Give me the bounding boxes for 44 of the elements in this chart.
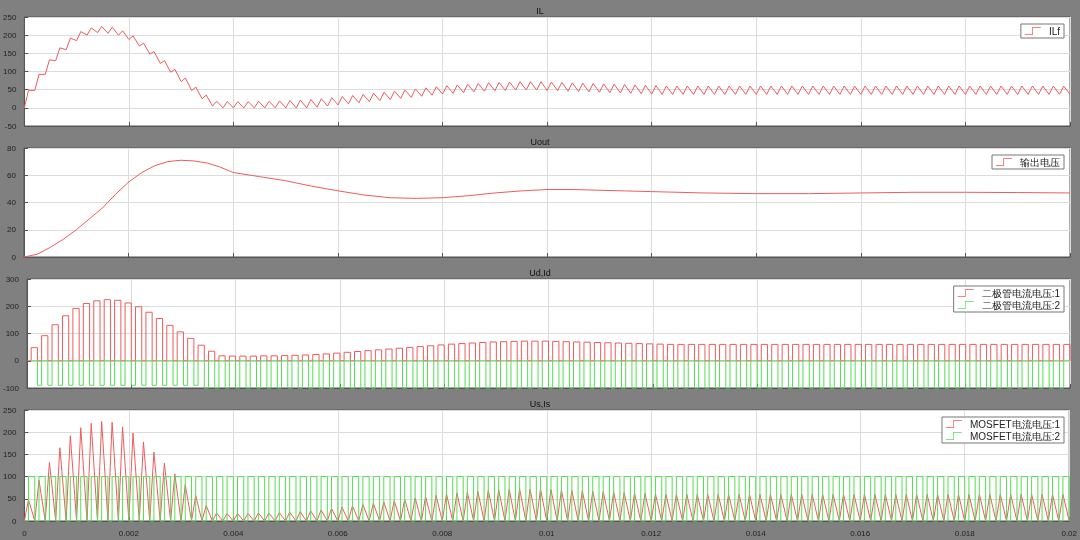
y-tick-label: 0 [14,356,20,366]
x-tick-label: 0.016 [850,528,871,538]
y-tick-label: 300 [5,274,20,284]
y-tick-label: 150 [2,449,17,459]
y-tick-label: 0 [11,516,17,526]
y-tick-label: -50 [4,121,17,131]
y-tick-label: 200 [5,301,20,311]
x-tick-label: 0.014 [745,528,767,538]
y-tick-label: 100 [2,67,17,76]
line-series [23,25,1071,109]
chart-title: IL [536,5,544,16]
y-tick-label: 20 [7,225,17,235]
legend-label: 二极管电流电压:1 [981,287,1061,299]
x-tick-label: 0.012 [641,528,662,538]
legend-label: 输出电压 [1020,156,1060,168]
y-tick-label: 0 [11,252,17,262]
legend-label: MOSFET电流电压:1 [970,418,1061,430]
x-tick-label: 0.01 [538,528,556,538]
y-tick-label: 250 [2,405,17,415]
y-tick-label: -100 [3,383,20,393]
y-tick-label: 150 [2,48,17,58]
x-tick-label: 0.008 [432,528,453,538]
chart-title: Ud,Id [529,267,551,278]
x-tick-label: 0.006 [327,528,349,538]
y-tick-label: 60 [7,170,17,180]
x-tick-label: 0.004 [223,528,244,538]
y-tick-label: 0 [11,103,17,113]
y-tick-label: 200 [2,30,17,40]
y-tick-label: 50 [7,85,17,95]
chart-title: Us,Is [529,398,551,409]
x-tick-label: 0.018 [954,528,976,538]
legend-label: MOSFET电流电压:2 [970,430,1061,442]
y-tick-label: 250 [2,12,17,22]
legend-label: 二极管电流电压:2 [981,299,1061,311]
x-tick-label: 0.002 [118,528,140,538]
y-tick-label: 200 [2,427,17,437]
x-tick-label: 0.02 [1061,528,1078,538]
y-tick-label: 50 [7,494,17,504]
y-tick-label: 80 [7,143,17,153]
legend-label: ILf [1048,25,1061,37]
y-tick-label: 40 [7,198,17,207]
y-tick-label: 100 [2,472,17,482]
y-tick-label: 100 [5,329,20,338]
chart-title: Uout [530,136,550,147]
